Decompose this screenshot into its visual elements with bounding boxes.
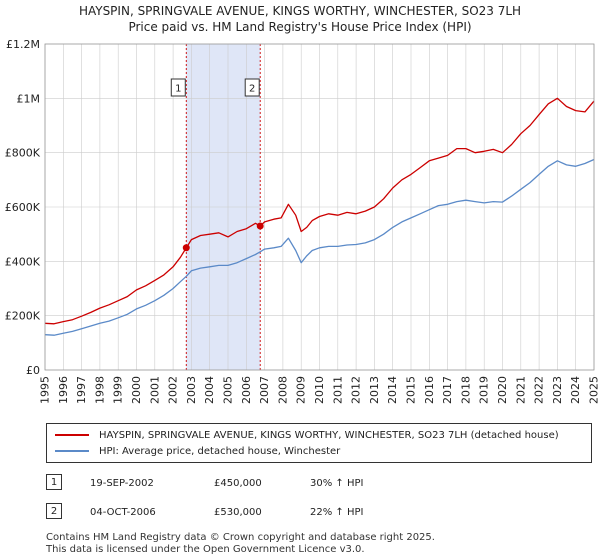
legend-swatch-hpi: [55, 450, 89, 452]
x-tick-label: 2003: [185, 376, 198, 404]
x-tick-label: 1997: [75, 376, 88, 404]
x-tick-label: 2007: [258, 376, 271, 404]
sale-marker-box: [170, 78, 186, 97]
x-tick-label: 2008: [276, 376, 289, 404]
y-tick-label: £1M: [17, 92, 41, 105]
x-tick-label: 2013: [368, 376, 381, 404]
hpi-series-line: [44, 158, 595, 336]
sale-marker-box: [244, 78, 260, 97]
y-tick-label: £800K: [5, 147, 41, 160]
x-tick-label: 2020: [496, 376, 509, 404]
x-tick-label: 2017: [441, 376, 454, 404]
x-tick-label: 1995: [39, 376, 52, 404]
y-tick-label: £400K: [5, 255, 41, 268]
footer-licence: This data is licensed under the Open Gov…: [46, 544, 365, 555]
chart-title: HAYSPIN, SPRINGVALE AVENUE, KINGS WORTHY…: [78, 4, 522, 18]
x-tick-label: 2001: [148, 376, 161, 404]
plot-border: [44, 43, 595, 371]
x-tick-label: 1996: [57, 376, 70, 404]
transaction-row: 1 19-SEP-2002 £450,000 30% ↑ HPI: [46, 474, 590, 494]
x-tick-label: 2014: [386, 376, 399, 404]
x-tick-label: 2010: [313, 376, 326, 404]
x-tick-label: 2006: [240, 376, 253, 404]
x-tick-label: 2019: [478, 376, 491, 404]
x-tick-label: 2011: [331, 376, 344, 404]
sale-marker-label: 2: [249, 84, 255, 95]
sale-marker-label: 1: [175, 84, 181, 95]
transaction-row: 2 04-OCT-2006 £530,000 22% ↑ HPI: [46, 503, 590, 523]
x-tick-label: 1999: [112, 376, 125, 404]
x-tick-label: 1998: [93, 376, 106, 404]
transaction-price: £530,000: [214, 507, 262, 518]
transaction-hpi: 22% ↑ HPI: [310, 507, 364, 518]
property-series-line: [44, 97, 595, 325]
transaction-hpi: 30% ↑ HPI: [310, 478, 364, 489]
legend-item-property: HAYSPIN, SPRINGVALE AVENUE, KINGS WORTHY…: [55, 428, 559, 442]
legend-label-property: HAYSPIN, SPRINGVALE AVENUE, KINGS WORTHY…: [99, 429, 559, 441]
legend-label-hpi: HPI: Average price, detached house, Winc…: [99, 445, 341, 457]
transaction-date: 19-SEP-2002: [90, 478, 154, 489]
x-tick-label: 2016: [423, 376, 436, 404]
x-tick-label: 2015: [405, 376, 418, 404]
x-tick-label: 2012: [350, 376, 363, 404]
x-tick-label: 2018: [459, 376, 472, 404]
legend-swatch-property: [55, 434, 89, 436]
x-tick-label: 2022: [533, 376, 546, 404]
y-tick-label: £200K: [5, 310, 41, 323]
transaction-price: £450,000: [214, 478, 262, 489]
y-tick-label: £600K: [5, 201, 41, 214]
chart-subtitle: Price paid vs. HM Land Registry's House …: [128, 20, 472, 34]
x-tick-label: 2021: [514, 376, 527, 404]
x-tick-label: 2009: [295, 376, 308, 404]
x-tick-label: 2025: [588, 376, 600, 404]
sale-point: [256, 222, 264, 230]
y-tick-label: £1.2M: [6, 38, 40, 51]
x-tick-label: 2024: [569, 376, 582, 404]
price-chart: £0 £200K £400K £600K £800K £1M £1.2M 1995 1996 19…: [5, 38, 600, 404]
x-tick-label: 2000: [130, 376, 143, 404]
legend: HAYSPIN, SPRINGVALE AVENUE, KINGS WORTHY…: [46, 423, 592, 463]
footer-copyright: Contains HM Land Registry data © Crown c…: [46, 532, 435, 543]
x-tick-label: 2002: [167, 376, 180, 404]
x-tick-label: 2023: [551, 376, 564, 404]
transaction-date: 04-OCT-2006: [90, 507, 156, 518]
y-tick-label: £0: [26, 364, 40, 377]
x-tick-label: 2004: [203, 376, 216, 404]
transaction-number: 1: [46, 474, 62, 490]
x-tick-label: 2005: [222, 376, 235, 404]
transaction-number: 2: [46, 503, 62, 519]
sale-point: [182, 244, 190, 252]
legend-item-hpi: HPI: Average price, detached house, Winc…: [55, 444, 340, 458]
